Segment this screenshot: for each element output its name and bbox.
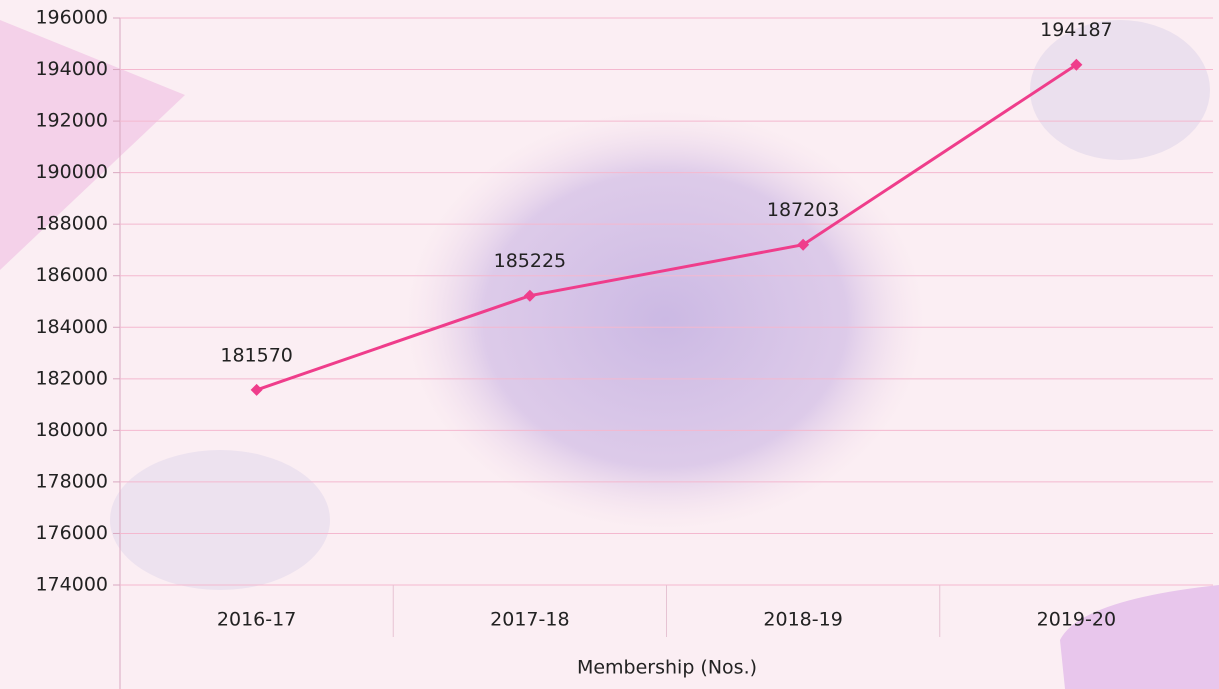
y-tick-label: 186000 xyxy=(35,264,108,286)
y-tick-label: 182000 xyxy=(35,367,108,389)
y-tick-label: 176000 xyxy=(35,522,108,544)
data-label: 194187 xyxy=(1040,19,1113,41)
x-tick-label: 2017-18 xyxy=(490,609,569,631)
x-tick-label: 2019-20 xyxy=(1037,609,1116,631)
x-tick-label: 2018-19 xyxy=(763,609,842,631)
y-tick-label: 188000 xyxy=(35,213,108,235)
data-label: 185225 xyxy=(494,250,567,272)
y-tick-label: 178000 xyxy=(35,470,108,492)
y-tick-label: 180000 xyxy=(35,419,108,441)
data-label: 187203 xyxy=(767,199,840,221)
x-tick-label: 2016-17 xyxy=(217,609,296,631)
decoration xyxy=(110,450,330,590)
y-tick-label: 194000 xyxy=(35,58,108,80)
y-tick-label: 190000 xyxy=(35,161,108,183)
y-tick-label: 192000 xyxy=(35,110,108,132)
y-tick-label: 196000 xyxy=(35,7,108,29)
y-tick-label: 184000 xyxy=(35,316,108,338)
y-tick-label: 174000 xyxy=(35,574,108,596)
x-axis-title: Membership (Nos.) xyxy=(577,657,757,679)
chart: Membership (Nos.) 174000 176000 178000 1800… xyxy=(0,0,1219,689)
data-label: 181570 xyxy=(220,344,293,366)
